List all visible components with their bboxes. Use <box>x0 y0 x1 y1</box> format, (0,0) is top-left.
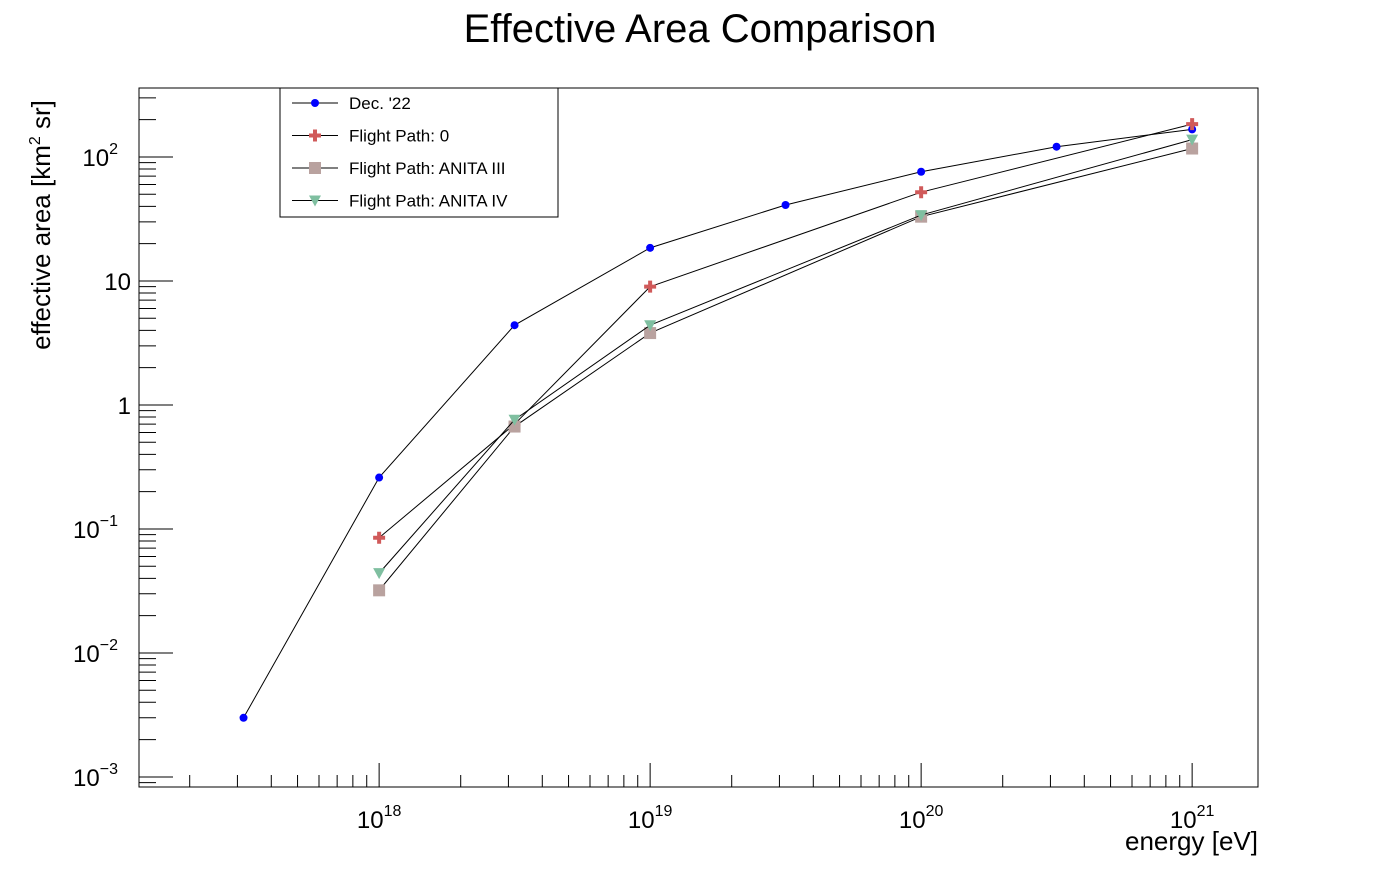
y-axis-title-sup: 2 <box>27 136 44 145</box>
x-tick-label: 1019 <box>628 803 673 834</box>
x-tick-label: 1020 <box>899 803 944 834</box>
y-tick-label: 10 <box>104 269 131 296</box>
data-point <box>508 414 521 426</box>
data-point <box>239 713 248 722</box>
y-tick-label: 10−1 <box>73 513 118 544</box>
data-point <box>1186 118 1199 131</box>
x-axis: 1018 1019 1020 1021 <box>189 763 1215 834</box>
data-point <box>373 568 386 580</box>
legend-marker <box>309 195 321 207</box>
data-point <box>373 531 386 544</box>
legend-label: Flight Path: ANITA IV <box>349 192 508 211</box>
data-point <box>915 186 928 199</box>
data-point <box>644 327 657 340</box>
y-axis-title: effective area [km2 sr] <box>26 100 56 350</box>
legend-item: Flight Path: 0 <box>292 127 449 146</box>
legend-marker <box>309 162 321 174</box>
plot-frame <box>138 87 1259 788</box>
data-point <box>510 321 519 330</box>
data-point <box>917 167 926 176</box>
legend-marker <box>311 99 319 107</box>
legend-item: Flight Path: ANITA III <box>292 159 506 178</box>
chart-title: Effective Area Comparison <box>464 7 937 51</box>
data-point <box>644 280 657 293</box>
x-tick-label: 1021 <box>1170 803 1215 834</box>
legend-label: Dec. '22 <box>349 94 411 113</box>
legend-item: Dec. '22 <box>292 94 411 113</box>
data-point <box>373 584 386 597</box>
data-point <box>1052 142 1061 151</box>
x-tick-label: 1018 <box>357 803 402 834</box>
y-tick-label: 10−3 <box>73 761 118 792</box>
legend-label: Flight Path: ANITA III <box>349 159 506 178</box>
x-axis-title: energy [eV] <box>1125 826 1258 856</box>
series-3 <box>373 134 1199 580</box>
data-point <box>644 320 657 332</box>
y-tick-label: 1 <box>118 393 131 420</box>
y-axis: 10−3 10−2 10−1 1 10 102 <box>73 97 173 792</box>
y-tick-label: 10−2 <box>73 637 118 668</box>
data-point <box>375 473 384 482</box>
legend: Dec. '22 Flight Path: 0 Flight Path: ANITA… <box>279 87 559 218</box>
legend-item: Flight Path: ANITA IV <box>292 192 508 211</box>
data-point <box>781 200 790 209</box>
y-axis-title-main: effective area [km <box>26 145 56 350</box>
plot-area <box>239 118 1199 722</box>
y-tick-label: 102 <box>82 141 118 172</box>
series-line <box>243 128 1193 719</box>
legend-marker <box>309 129 321 142</box>
y-axis-title-rest: sr] <box>26 100 56 136</box>
data-point <box>915 210 928 222</box>
data-point <box>1186 134 1199 146</box>
legend-label: Flight Path: 0 <box>349 127 449 146</box>
legend-box <box>279 87 559 218</box>
data-point <box>646 243 655 252</box>
data-point <box>1186 142 1199 155</box>
